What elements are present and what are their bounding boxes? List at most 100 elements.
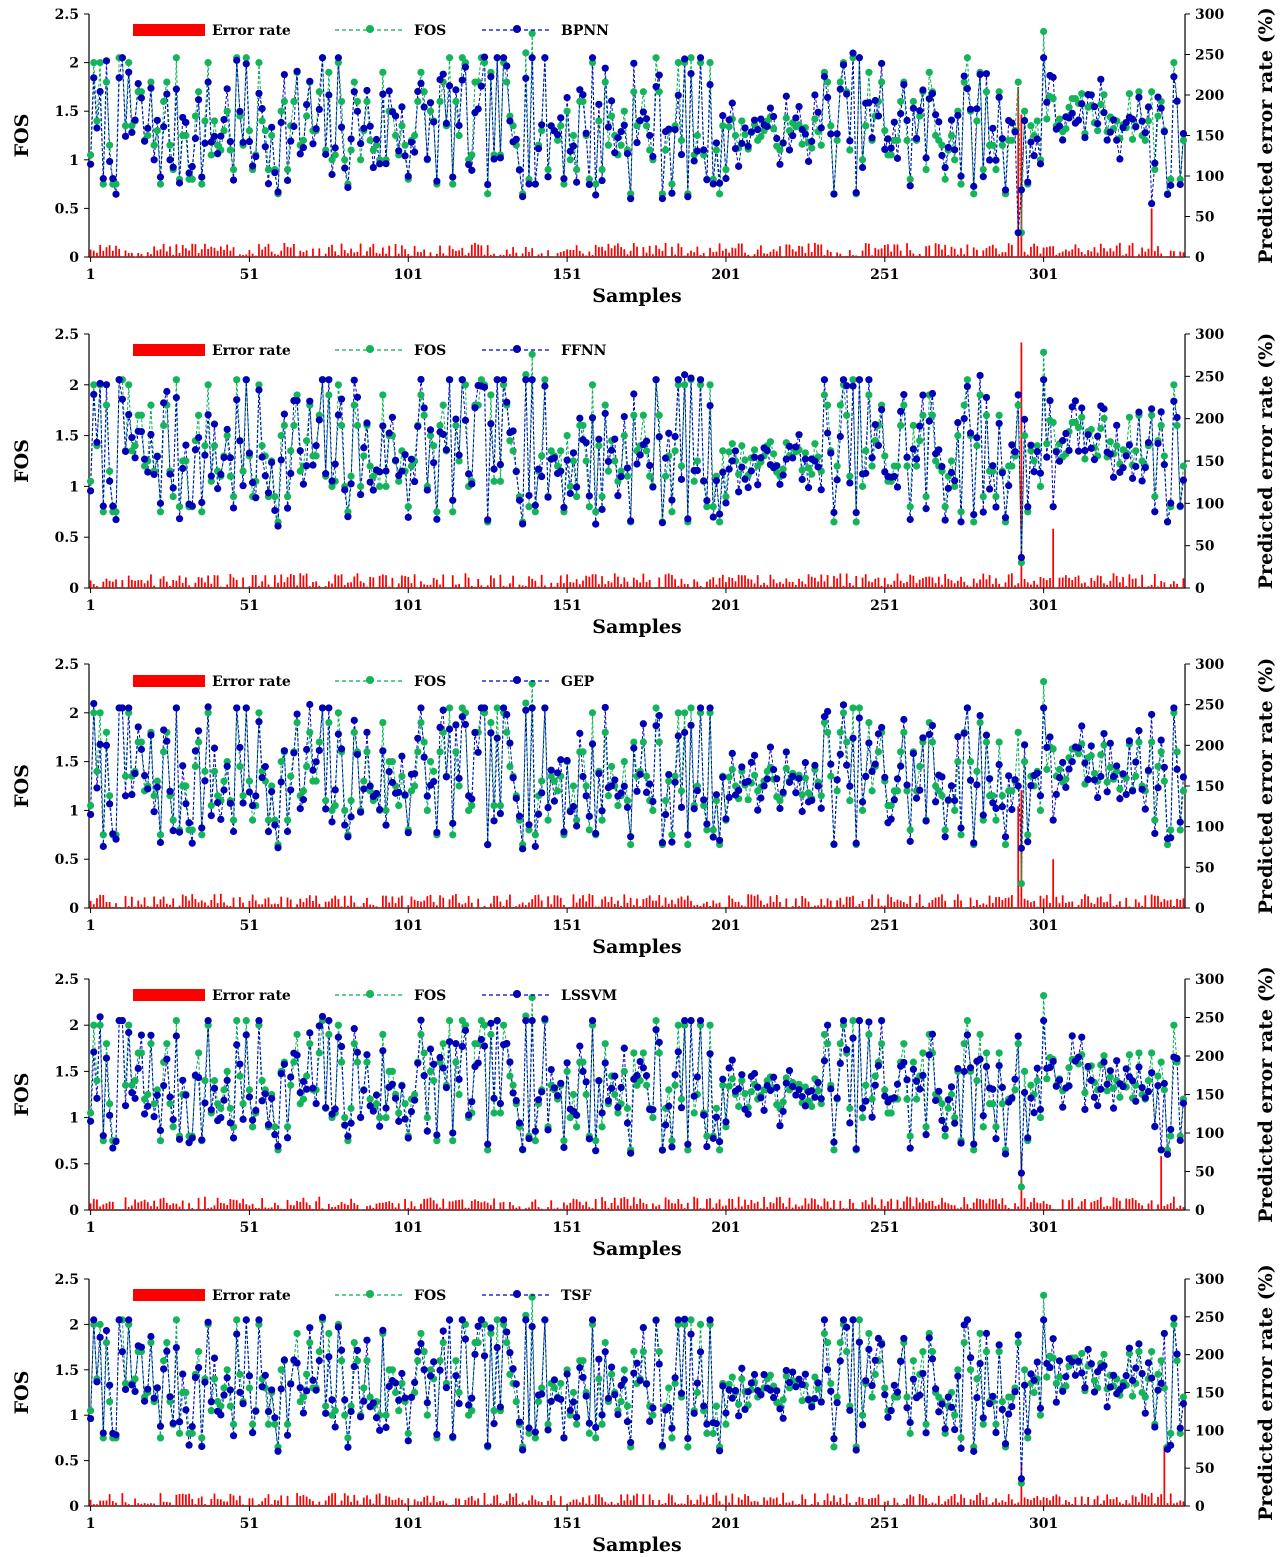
pred-point [999, 469, 1006, 476]
error-bar [642, 247, 644, 257]
fos-point [103, 729, 110, 736]
pred-point [827, 449, 834, 456]
fos-point [865, 69, 872, 76]
fos-point [706, 381, 713, 388]
error-bar [716, 252, 718, 257]
pred-point [424, 1128, 431, 1135]
error-bar [1087, 250, 1089, 257]
error-bar [655, 245, 657, 257]
fos-point [583, 1091, 590, 1098]
fos-point [942, 1132, 949, 1139]
pred-point [710, 1135, 717, 1142]
pred-point [103, 1055, 110, 1062]
fos-point [1040, 28, 1047, 35]
fos-point [837, 1040, 844, 1047]
error-bar [1068, 902, 1070, 908]
pred-point [468, 480, 475, 487]
error-bar [941, 894, 943, 908]
error-bar [808, 902, 810, 908]
error-bar [166, 582, 168, 588]
error-bar [169, 1205, 171, 1210]
error-bar [757, 1202, 759, 1210]
pred-point [287, 470, 294, 477]
fos-point [157, 1137, 164, 1144]
error-bar [341, 906, 343, 908]
error-bar [268, 1494, 270, 1506]
error-bar [674, 255, 676, 257]
error-bar [372, 1208, 374, 1210]
pred-point [525, 492, 532, 499]
pred-point [125, 411, 132, 418]
pred-point [131, 1095, 138, 1102]
fos-point [929, 738, 936, 745]
error-bar [201, 1496, 203, 1506]
error-bar [817, 1502, 819, 1506]
fos-point [656, 1348, 663, 1355]
pred-point [942, 1125, 949, 1132]
fos-point [678, 462, 685, 469]
error-bar [617, 243, 619, 257]
pred-point [945, 796, 952, 803]
error-bar [1011, 245, 1013, 257]
fos-point [1161, 452, 1168, 459]
pred-point [776, 161, 783, 168]
fos-point [710, 503, 717, 510]
fos-point [799, 1397, 806, 1404]
error-bar [398, 898, 400, 908]
error-bar [792, 582, 794, 588]
pred-point [729, 457, 736, 464]
fos-point [849, 704, 856, 711]
fos-point [938, 792, 945, 799]
fos-point [1104, 778, 1111, 785]
error-bar [96, 586, 98, 588]
error-bar [325, 1209, 327, 1210]
pred-point [414, 423, 421, 430]
error-bar [674, 1502, 676, 1506]
pred-point [284, 828, 291, 835]
pred-point [684, 1141, 691, 1148]
error-bar [846, 574, 848, 588]
error-bar [121, 580, 123, 588]
pred-point [236, 744, 243, 751]
error-bar [725, 1496, 727, 1506]
pred-point [195, 727, 202, 734]
error-bar [1179, 1205, 1181, 1210]
error-bar [175, 1204, 177, 1210]
pred-point [897, 110, 904, 117]
error-bar [96, 1199, 98, 1210]
pred-point [1059, 437, 1066, 444]
fos-point [668, 508, 675, 515]
pred-point [541, 54, 548, 61]
error-bar [747, 1205, 749, 1210]
error-bar [296, 585, 298, 588]
fos-point [1021, 108, 1028, 115]
error-bar [528, 903, 530, 908]
pred-point [503, 62, 510, 69]
pred-point [951, 146, 958, 153]
pred-point [252, 153, 259, 160]
error-bar [684, 900, 686, 908]
error-bar [935, 1504, 937, 1506]
error-bar [1125, 898, 1127, 908]
pred-point [945, 1096, 952, 1103]
x-tick-label: 251 [870, 1516, 899, 1532]
pred-point [1088, 91, 1095, 98]
pred-point [900, 716, 907, 723]
error-bar [598, 584, 600, 588]
error-bar [341, 1501, 343, 1506]
error-bar [1173, 906, 1175, 908]
error-bar [258, 1504, 260, 1506]
error-bar [433, 902, 435, 908]
error-bar [318, 248, 320, 257]
error-bar [808, 1505, 810, 1506]
pred-point [379, 422, 386, 429]
fos-point [446, 704, 453, 711]
error-bar [392, 896, 394, 908]
error-bar [528, 576, 530, 588]
pred-point [1002, 1150, 1009, 1157]
pred-point [151, 471, 158, 478]
pred-point [103, 57, 110, 64]
x-tick-label: 301 [1029, 1220, 1058, 1236]
pred-point [611, 435, 618, 442]
pred-point [586, 813, 593, 820]
